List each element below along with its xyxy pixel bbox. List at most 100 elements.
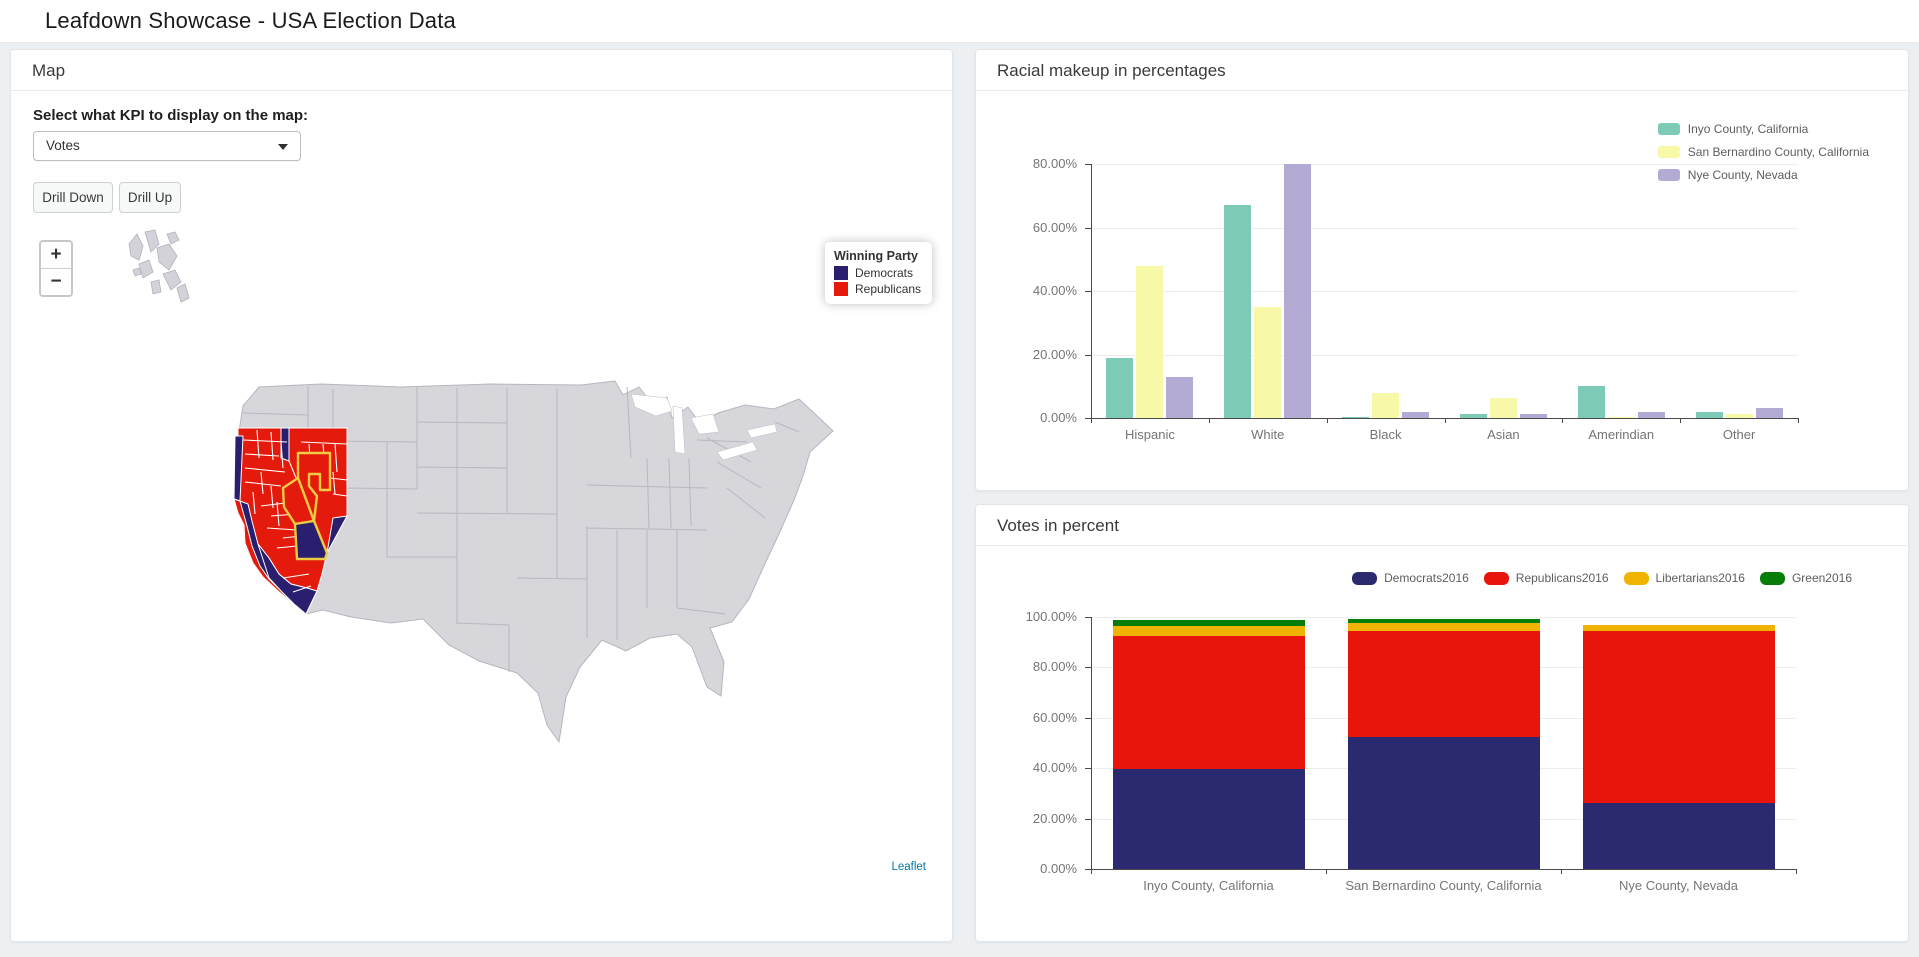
- bar: [1725, 413, 1753, 418]
- bar: [1695, 411, 1723, 418]
- votes-percent-panel: Votes in percent 0.00% 20.00% 40.00% 60.00%…: [975, 504, 1909, 942]
- legend-item[interactable]: Republicans2016: [1483, 571, 1609, 585]
- y-axis: [1091, 617, 1092, 869]
- bar-segment: [1347, 622, 1540, 631]
- legend-item[interactable]: San Bernardino County, California: [1657, 145, 1869, 159]
- y-tick-label: 40.00%: [1032, 760, 1077, 776]
- y-tick: [1085, 617, 1091, 618]
- drill-up-button[interactable]: Drill Up: [119, 182, 181, 213]
- y-tick: [1085, 418, 1091, 419]
- drill-down-button[interactable]: Drill Down: [33, 182, 113, 213]
- gridline: [1091, 164, 1798, 165]
- legend-item[interactable]: Democrats2016: [1352, 571, 1469, 585]
- x-category-label: Asian: [1487, 427, 1520, 442]
- bar: [1577, 386, 1605, 418]
- winning-party-legend: Winning Party Democrats Republicans: [825, 242, 933, 304]
- y-tick: [1085, 291, 1091, 292]
- bar: [1519, 414, 1547, 418]
- republicans-color-swatch: [834, 282, 848, 296]
- bar-segment: [1347, 619, 1540, 623]
- legend-label: Green2016: [1791, 571, 1852, 585]
- bar-segment: [1112, 769, 1305, 869]
- y-tick-label: 0.00%: [1040, 861, 1077, 876]
- great-lakes: [630, 393, 778, 461]
- x-tick: [1326, 418, 1328, 423]
- legend-color-chip: [1759, 571, 1785, 585]
- bar-segment: [1582, 624, 1775, 631]
- y-tick: [1085, 869, 1091, 870]
- bar: [1755, 408, 1783, 418]
- bar-segment: [1112, 635, 1305, 770]
- bar-segment: [1582, 630, 1775, 804]
- gridline: [1091, 617, 1796, 618]
- leaflet-attribution-link[interactable]: Leaflet: [887, 860, 930, 874]
- winning-party-legend-title: Winning Party: [834, 249, 918, 263]
- votes-percent-chart: 0.00% 20.00% 40.00% 60.00% 80.00% 100.00% Inyo…: [976, 505, 1908, 941]
- kpi-selected-value: Votes: [46, 138, 80, 153]
- kpi-select-label: Select what KPI to display on the map:: [33, 107, 309, 124]
- legend-item[interactable]: Green2016: [1759, 571, 1852, 585]
- bar-segment: [1347, 630, 1540, 737]
- legend-item-republicans: Republicans: [834, 282, 921, 296]
- y-tick: [1085, 164, 1091, 165]
- bar-segment: [1347, 736, 1540, 869]
- bar: [1459, 414, 1487, 418]
- county-san-bernardino[interactable]: [293, 519, 329, 561]
- legend-item[interactable]: Inyo County, California: [1657, 122, 1869, 136]
- bar-segment: [1112, 619, 1305, 626]
- bar: [1372, 392, 1400, 418]
- bar: [1224, 205, 1252, 418]
- racial-makeup-panel: Racial makeup in percentages 0.00% 20.00%…: [975, 49, 1909, 491]
- bar: [1284, 164, 1312, 418]
- legend-label: Democrats2016: [1384, 571, 1469, 585]
- bar-segment: [1582, 803, 1775, 869]
- legend-label: San Bernardino County, California: [1687, 145, 1869, 159]
- x-tick: [1798, 418, 1799, 423]
- zoom-out-button[interactable]: −: [41, 268, 71, 295]
- legend-color-chip: [1657, 146, 1680, 158]
- y-tick: [1085, 768, 1091, 770]
- legend-item[interactable]: Nye County, Nevada: [1657, 168, 1869, 182]
- x-category-label: Inyo County, California: [1143, 878, 1274, 893]
- y-tick-label: 0.00%: [1040, 410, 1077, 425]
- y-tick: [1085, 667, 1091, 669]
- votes-chart-legend: Democrats2016 Republicans2016 Libertarians…: [1352, 571, 1852, 585]
- bar: [1607, 416, 1635, 418]
- x-category-label: Amerindian: [1588, 427, 1655, 442]
- legend-label: Republicans2016: [1515, 571, 1609, 585]
- racial-panel-title: Racial makeup in percentages: [976, 50, 1908, 91]
- y-tick-label: 40.00%: [1032, 283, 1077, 298]
- democratic-counties[interactable]: [233, 427, 348, 615]
- x-category-label: San Bernardino County, California: [1345, 878, 1542, 893]
- y-tick-label: 60.00%: [1032, 219, 1077, 235]
- y-tick: [1085, 717, 1091, 719]
- gridline: [1091, 291, 1798, 292]
- zoom-in-button[interactable]: +: [41, 242, 71, 268]
- legend-label: Nye County, Nevada: [1687, 168, 1798, 182]
- page-title: Leafdown Showcase - USA Election Data: [45, 8, 456, 33]
- map-panel-title: Map: [11, 50, 952, 91]
- bar: [1166, 376, 1194, 418]
- democrats-color-swatch: [834, 266, 848, 280]
- y-tick: [1085, 354, 1091, 356]
- bar: [1136, 265, 1164, 418]
- legend-item[interactable]: Libertarians2016: [1623, 571, 1745, 585]
- x-axis: [1091, 869, 1796, 870]
- usa-map[interactable]: [111, 226, 851, 761]
- legend-item-democrats: Democrats: [834, 266, 921, 280]
- legend-color-chip: [1657, 123, 1680, 135]
- top-bar: Leafdown Showcase - USA Election Data: [0, 0, 1919, 43]
- y-tick-label: 20.00%: [1032, 346, 1077, 362]
- racial-makeup-chart: 0.00% 20.00% 40.00% 60.00% 80.00% Hispanic Whi…: [976, 50, 1908, 490]
- kpi-select-dropdown[interactable]: Votes: [33, 131, 301, 161]
- legend-color-chip: [1657, 169, 1680, 181]
- legend-label: Inyo County, California: [1687, 122, 1809, 136]
- bar: [1342, 416, 1370, 418]
- x-category-label: Hispanic: [1124, 427, 1175, 442]
- y-axis: [1091, 164, 1092, 418]
- alaska-islands[interactable]: [128, 229, 190, 303]
- bar: [1489, 397, 1517, 418]
- x-category-label: White: [1251, 427, 1285, 442]
- y-tick-label: 100.00%: [1025, 609, 1077, 624]
- bar: [1402, 411, 1430, 418]
